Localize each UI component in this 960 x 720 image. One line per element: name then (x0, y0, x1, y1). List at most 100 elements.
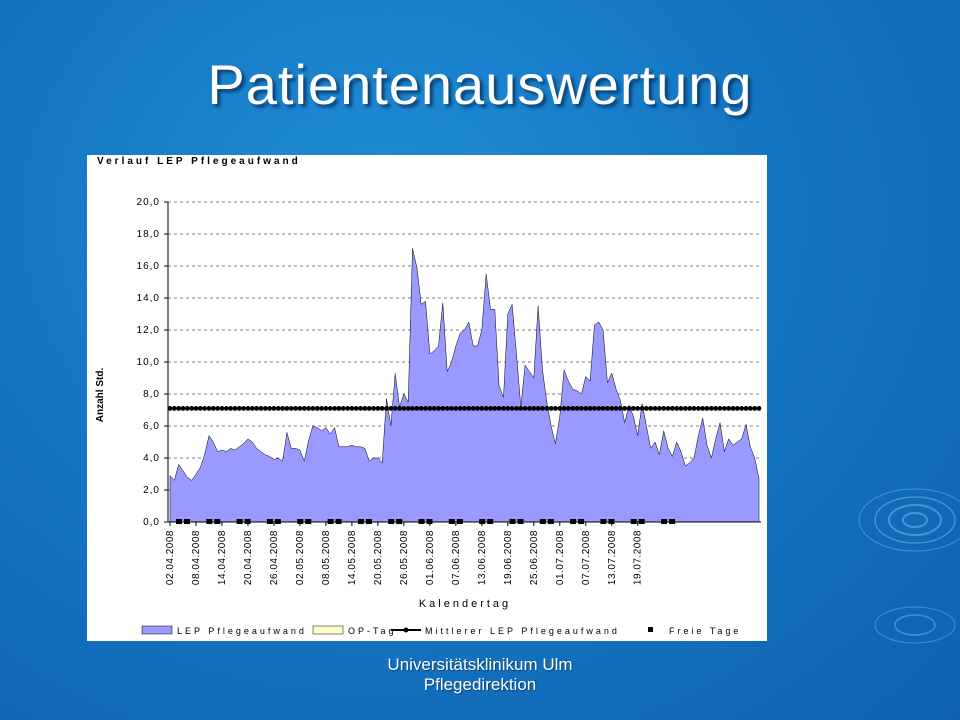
mean-marker (587, 406, 593, 411)
mean-marker (371, 406, 376, 411)
mean-marker (670, 406, 675, 411)
legend-marker-mean (403, 627, 409, 633)
mean-marker (189, 406, 195, 411)
mean-marker (713, 406, 719, 411)
mean-marker (622, 406, 628, 411)
mean-marker (470, 406, 476, 411)
mean-marker (349, 406, 355, 411)
water-ripple-decoration (858, 488, 960, 644)
mean-marker (314, 406, 320, 411)
mean-marker (323, 406, 329, 411)
mean-marker (388, 406, 394, 411)
mean-marker (280, 406, 285, 411)
mean-marker (401, 406, 407, 411)
mean-marker (397, 406, 402, 411)
mean-marker (215, 406, 221, 411)
mean-marker (561, 406, 567, 411)
mean-marker (249, 406, 255, 411)
mean-marker (332, 406, 337, 411)
x-tick-label: 08.05.2008 (321, 530, 332, 585)
mean-marker (475, 406, 480, 411)
x-tick-label: 01.07.2008 (555, 530, 566, 585)
mean-marker (431, 406, 437, 411)
mean-marker (678, 406, 684, 411)
mean-marker (657, 406, 662, 411)
mean-marker (241, 406, 247, 411)
x-tick-label: 07.06.2008 (451, 530, 462, 585)
mean-marker (492, 406, 498, 411)
mean-marker (730, 406, 736, 411)
mean-marker (358, 406, 363, 411)
mean-marker (509, 406, 515, 411)
mean-marker (219, 406, 225, 411)
mean-marker (180, 406, 186, 411)
mean-marker (648, 406, 654, 411)
mean-marker (319, 406, 324, 411)
mean-marker (275, 406, 281, 411)
y-tick-label: 4,0 (143, 453, 160, 464)
y-tick-label: 8,0 (143, 389, 160, 400)
y-tick-label: 16,0 (137, 261, 160, 272)
chart: Verlauf LEP Pflegeaufwand 0,0 2,0 4,0 6,0 8,… (95, 156, 762, 636)
y-tick-label: 12,0 (137, 325, 160, 336)
mean-marker (197, 406, 203, 411)
x-tick-label: 20.05.2008 (373, 530, 384, 585)
mean-marker (687, 406, 693, 411)
mean-marker (726, 406, 732, 411)
mean-marker (518, 406, 524, 411)
mean-marker (609, 406, 615, 411)
mean-marker (271, 406, 277, 411)
legend-swatch-op (312, 625, 344, 635)
mean-marker (206, 406, 212, 411)
mean-marker (743, 406, 749, 411)
mean-marker (579, 406, 584, 411)
x-tick-label: 20.04.2008 (243, 530, 254, 585)
mean-markers (167, 406, 762, 411)
mean-marker (700, 406, 706, 411)
mean-marker (375, 406, 381, 411)
mean-marker (327, 406, 333, 411)
mean-marker (522, 406, 528, 411)
y-axis: 0,0 2,0 4,0 6,0 8,0 10,0 12,0 14,0 16,0 18,0 20,0 (137, 197, 169, 528)
mean-marker (704, 406, 710, 411)
mean-marker (570, 406, 576, 411)
mean-marker (501, 406, 506, 411)
mean-marker (717, 406, 723, 411)
legend-marker-free (648, 627, 653, 632)
y-tick-label: 0,0 (143, 517, 160, 528)
mean-marker (258, 406, 264, 411)
mean-marker (462, 406, 467, 411)
mean-marker (288, 406, 294, 411)
mean-marker (691, 406, 697, 411)
mean-marker (548, 406, 554, 411)
mean-marker (557, 406, 563, 411)
mean-marker (444, 406, 450, 411)
mean-marker (618, 406, 623, 411)
y-axis-label: Anzahl Std. (95, 368, 106, 423)
legend-label-op: OP-Tag (348, 626, 397, 636)
mean-marker (245, 406, 251, 411)
mean-marker (505, 406, 511, 411)
x-tick-label: 07.07.2008 (581, 530, 592, 585)
mean-marker (423, 406, 428, 411)
mean-marker (366, 406, 372, 411)
mean-marker (553, 406, 558, 411)
x-axis-label: Kalendertag (419, 598, 511, 610)
mean-marker (626, 406, 632, 411)
mean-marker (739, 406, 745, 411)
mean-marker (410, 406, 415, 411)
mean-marker (310, 406, 316, 411)
y-tick-label: 14,0 (137, 293, 160, 304)
mean-marker (722, 406, 727, 411)
mean-marker (297, 406, 303, 411)
footer-department: Pflegedirektion (423, 675, 537, 694)
y-tick-label: 10,0 (137, 357, 160, 368)
x-tick-label: 14.05.2008 (347, 530, 358, 585)
mean-marker (184, 406, 190, 411)
mean-marker (639, 406, 645, 411)
y-tick-label: 20,0 (137, 197, 160, 208)
mean-marker (236, 406, 242, 411)
mean-marker (566, 406, 571, 411)
x-tick-label: 02.05.2008 (295, 530, 306, 585)
mean-marker (734, 406, 740, 411)
